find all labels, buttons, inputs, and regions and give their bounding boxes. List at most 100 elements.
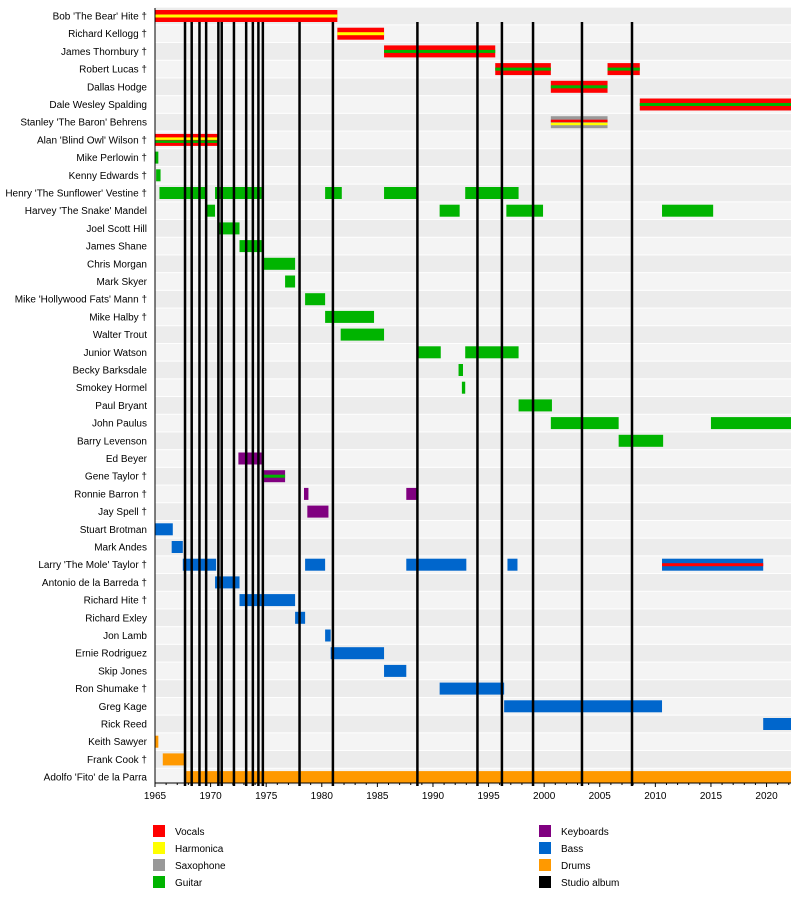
span-bar-drums xyxy=(186,771,791,784)
span-bar-bass xyxy=(239,594,296,607)
member-label: Frank Cook † xyxy=(87,755,147,766)
member-label: Joel Scott Hill xyxy=(86,224,147,235)
span-stripe-guitar xyxy=(495,67,551,71)
span-bar-guitar xyxy=(155,151,159,164)
member-label: Mark Skyer xyxy=(96,277,147,288)
member-label: Richard Exley xyxy=(85,613,147,624)
span-stripe-harmonica xyxy=(155,137,219,140)
legend-label: Saxophone xyxy=(175,861,226,872)
legend-label: Keyboards xyxy=(561,827,609,838)
member-label: Jay Spell † xyxy=(98,507,147,518)
row-band xyxy=(155,397,791,414)
span-bar-guitar xyxy=(305,293,326,306)
legend: Vocals Harmonica Saxophone Guitar Keyboards B… xyxy=(153,825,619,889)
legend-swatch xyxy=(539,876,551,888)
member-label: Alan 'Blind Owl' Wilson † xyxy=(37,135,147,146)
row-band xyxy=(155,25,791,43)
span-bar-bass xyxy=(330,647,385,660)
x-tick-label: 1985 xyxy=(366,791,389,802)
member-label: Walter Trout xyxy=(93,330,147,341)
member-label: Ed Beyer xyxy=(106,454,148,465)
span-bar-guitar xyxy=(439,204,460,217)
span-bar-keyboards xyxy=(307,505,329,518)
span-bar-bass xyxy=(155,523,173,536)
span-bar-keyboards xyxy=(406,487,418,500)
legend-swatch xyxy=(153,825,165,837)
x-tick-label: 2015 xyxy=(700,791,723,802)
span-bar-keyboards xyxy=(238,452,262,465)
member-label: Ron Shumake † xyxy=(75,684,147,695)
member-label: Richard Kellogg † xyxy=(68,29,147,40)
member-label: Mark Andes xyxy=(94,543,147,554)
span-bar-drums xyxy=(162,753,187,766)
span-stripe-guitar xyxy=(550,85,608,89)
span-bar-guitar xyxy=(159,187,207,199)
row-band xyxy=(155,166,791,184)
row-band xyxy=(155,503,791,520)
span-bar-bass xyxy=(406,558,467,571)
span-bar-guitar xyxy=(465,346,519,359)
member-label: Harvey 'The Snake' Mandel xyxy=(25,206,147,217)
span-bar-bass xyxy=(325,629,331,642)
row-band xyxy=(155,220,791,237)
legend-swatch xyxy=(153,876,165,888)
span-bar-guitar xyxy=(384,187,418,199)
member-label: Skip Jones xyxy=(98,666,147,677)
row-band xyxy=(155,715,791,733)
legend-label: Drums xyxy=(561,861,590,872)
member-label: Ronnie Barron † xyxy=(74,489,147,500)
x-tick-label: 1995 xyxy=(477,791,500,802)
span-stripe-guitar xyxy=(261,474,286,478)
span-bar-guitar xyxy=(465,187,519,199)
member-label: Keith Sawyer xyxy=(88,737,148,748)
row-band xyxy=(155,255,791,273)
span-bar-guitar xyxy=(340,328,385,341)
member-label: Mike 'Hollywood Fats' Mann † xyxy=(15,295,147,306)
row-band xyxy=(155,574,791,591)
member-label: Rick Reed xyxy=(101,720,147,731)
member-label: Chris Morgan xyxy=(87,259,147,270)
member-label: James Thornbury † xyxy=(61,47,147,58)
legend-label: Guitar xyxy=(175,878,203,889)
row-band xyxy=(155,290,791,308)
span-bar-guitar xyxy=(550,417,619,430)
member-label: Adolfo 'Fito' de la Parra xyxy=(44,773,148,784)
member-label: Bob 'The Bear' Hite † xyxy=(53,12,147,23)
x-tick-label: 2005 xyxy=(589,791,612,802)
row-band xyxy=(155,326,791,343)
member-label: Barry Levenson xyxy=(77,436,147,447)
row-bands xyxy=(155,7,791,786)
row-band xyxy=(155,733,791,751)
member-label: Ernie Rodriguez xyxy=(75,649,147,660)
span-bar-guitar xyxy=(461,381,466,394)
row-band xyxy=(155,78,791,96)
span-bar-bass xyxy=(763,718,791,730)
span-bar-drums xyxy=(155,735,159,748)
row-band xyxy=(155,662,791,680)
row-band xyxy=(155,627,791,644)
span-bar-guitar xyxy=(215,187,262,199)
span-bar-guitar xyxy=(285,275,296,288)
row-band xyxy=(155,60,791,78)
member-labels: Bob 'The Bear' Hite † Richard Kellogg † Ja… xyxy=(5,12,147,784)
member-label: Stanley 'The Baron' Behrens xyxy=(20,118,147,129)
member-label: Gene Taylor † xyxy=(85,472,147,483)
member-label: Paul Bryant xyxy=(95,401,147,412)
legend-swatch xyxy=(539,842,551,854)
row-band xyxy=(155,361,791,379)
span-bar-guitar xyxy=(156,169,161,182)
member-label: Greg Kage xyxy=(99,702,148,713)
legend-label: Harmonica xyxy=(175,844,224,855)
member-label: Kenny Edwards † xyxy=(69,171,147,182)
x-tick-label: 1975 xyxy=(255,791,278,802)
legend-label: Studio album xyxy=(561,878,619,889)
span-bar-bass xyxy=(171,541,183,553)
x-tick-label: 2010 xyxy=(644,791,667,802)
member-label: Robert Lucas † xyxy=(79,65,147,76)
x-tick-label: 1965 xyxy=(144,791,167,802)
member-label: Jon Lamb xyxy=(103,631,147,642)
span-bar-guitar xyxy=(261,257,296,270)
x-tick-label: 2000 xyxy=(533,791,556,802)
member-label: Antonio de la Barreda † xyxy=(42,578,147,589)
x-tick-label: 1990 xyxy=(422,791,445,802)
